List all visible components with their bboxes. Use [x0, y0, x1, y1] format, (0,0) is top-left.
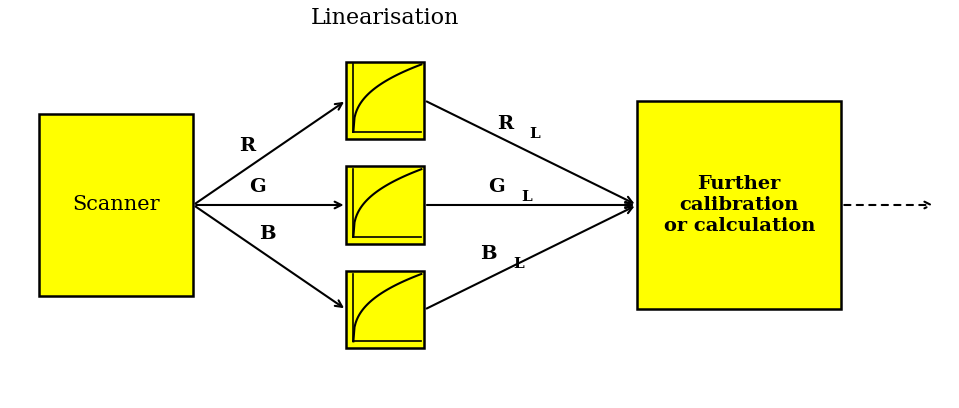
- Bar: [346, 271, 424, 348]
- Text: G: G: [488, 178, 505, 196]
- Text: L: L: [529, 127, 540, 141]
- Text: R: R: [497, 115, 513, 133]
- Text: Linearisation: Linearisation: [311, 7, 459, 29]
- Text: Further
calibration
or calculation: Further calibration or calculation: [664, 175, 815, 235]
- Text: Scanner: Scanner: [72, 195, 160, 215]
- Text: B: B: [260, 225, 276, 243]
- Text: R: R: [240, 137, 255, 155]
- Bar: [346, 166, 424, 244]
- Text: B: B: [480, 245, 497, 263]
- Text: L: L: [514, 257, 525, 271]
- Bar: [637, 101, 841, 309]
- Text: G: G: [249, 178, 266, 196]
- Bar: [38, 113, 194, 296]
- Bar: [346, 62, 424, 139]
- Text: L: L: [522, 190, 532, 204]
